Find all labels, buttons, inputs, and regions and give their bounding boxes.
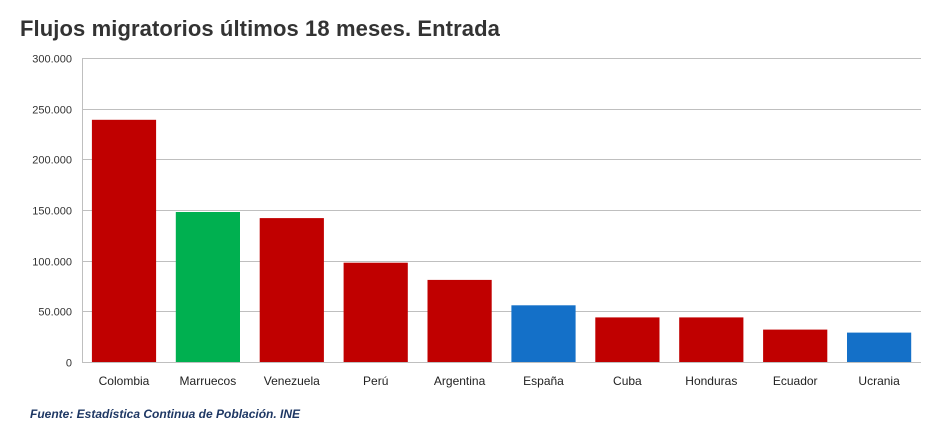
x-category-label: Colombia: [99, 374, 150, 388]
x-category-label: Ucrania: [858, 374, 900, 388]
bar-venezuela: [259, 218, 324, 362]
source-note: Fuente: Estadística Continua de Població…: [30, 407, 301, 421]
bar-argentina: [427, 279, 492, 362]
bar-ecuador: [763, 329, 828, 362]
bar-perú: [343, 262, 408, 362]
y-tick-label: 250.000: [32, 105, 72, 117]
y-tick-label: 300.000: [32, 54, 72, 66]
bar-honduras: [679, 317, 744, 362]
bars: [91, 119, 912, 362]
chart-title: Flujos migratorios últimos 18 meses. Ent…: [20, 16, 500, 41]
bar-marruecos: [175, 212, 240, 362]
bar-cuba: [595, 317, 660, 362]
x-category-label: Honduras: [685, 374, 737, 388]
y-tick-label: 50.000: [38, 307, 72, 319]
y-axis-ticks: 0 50.000 100.000 150.000 200.000 250.000 300.0…: [32, 54, 72, 370]
x-category-label: Cuba: [613, 374, 642, 388]
y-tick-label: 150.000: [32, 206, 72, 218]
x-category-label: Venezuela: [264, 374, 320, 388]
bar-españa: [511, 305, 576, 362]
x-category-label: España: [523, 374, 564, 388]
bar-ucrania: [847, 332, 912, 362]
x-category-label: Argentina: [434, 374, 486, 388]
y-tick-label: 0: [66, 358, 72, 370]
x-axis-labels: Colombia Marruecos Venezuela Perú Argentina E…: [99, 374, 900, 388]
x-category-label: Ecuador: [773, 374, 818, 388]
y-tick-label: 200.000: [32, 155, 72, 167]
y-tick-label: 100.000: [32, 257, 72, 269]
bar-colombia: [91, 119, 157, 362]
x-category-label: Perú: [363, 374, 388, 388]
x-category-label: Marruecos: [180, 374, 237, 388]
